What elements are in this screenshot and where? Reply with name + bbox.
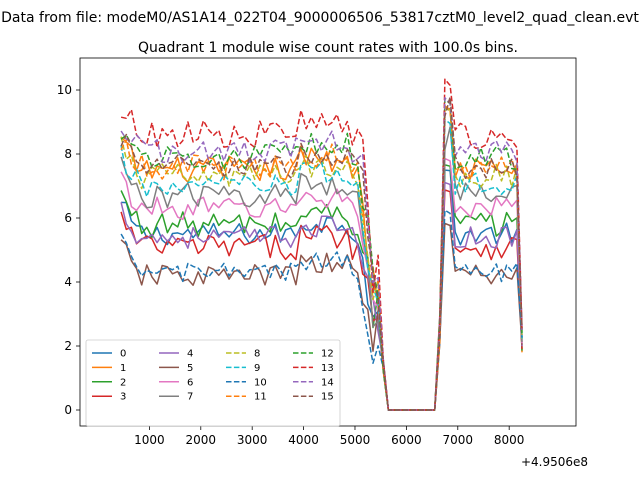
legend-label-15: 15 [321, 392, 334, 403]
x-tick-label: 7000 [443, 433, 474, 447]
series-line-0 [121, 169, 523, 411]
legend-label-1: 1 [120, 363, 126, 374]
y-tick-label: 10 [57, 83, 72, 97]
y-axis: 0 2 4 6 8 10 [57, 83, 80, 417]
legend-label-5: 5 [187, 363, 193, 374]
x-tick-label: 5000 [340, 433, 371, 447]
series-line-4 [120, 181, 523, 411]
y-tick-label: 8 [64, 147, 72, 161]
series-line-13 [120, 78, 523, 411]
series-line-15 [120, 96, 523, 411]
legend-label-14: 14 [321, 377, 334, 388]
legend-label-13: 13 [321, 363, 334, 374]
legend-label-0: 0 [120, 349, 126, 360]
x-tick-label: 3000 [237, 433, 268, 447]
legend-label-11: 11 [254, 392, 267, 403]
x-tick-label: 4000 [288, 433, 319, 447]
plot-area [79, 57, 577, 427]
chart-title: Quadrant 1 module wise count rates with … [138, 40, 518, 56]
x-tick-label: 8000 [494, 433, 525, 447]
series-line-12 [120, 98, 523, 411]
x-axis: 1000 2000 3000 4000 5000 6000 7000 8000 [134, 426, 524, 447]
y-tick-label: 4 [64, 275, 72, 289]
legend-label-3: 3 [120, 392, 126, 403]
series-line-10 [120, 209, 523, 411]
x-tick-label: 1000 [134, 433, 165, 447]
series-line-5 [120, 222, 523, 411]
legend-label-8: 8 [254, 349, 260, 360]
legend-label-12: 12 [321, 349, 334, 360]
x-axis-offset-label: +4.9506e8 [521, 455, 588, 469]
legend-label-4: 4 [187, 349, 193, 360]
y-tick-label: 2 [64, 339, 72, 353]
x-tick-label: 6000 [391, 433, 422, 447]
legend-label-7: 7 [187, 392, 193, 403]
y-tick-label: 6 [64, 211, 72, 225]
legend-label-6: 6 [187, 377, 193, 388]
series-line-2 [120, 164, 523, 411]
x-tick-label: 2000 [186, 433, 217, 447]
series-line-3 [120, 189, 523, 411]
legend-label-10: 10 [254, 377, 267, 388]
legend-box [85, 339, 341, 427]
legend-label-9: 9 [254, 363, 260, 374]
legend-label-2: 2 [120, 377, 126, 388]
y-tick-label: 0 [64, 403, 72, 417]
figure-suptitle: Data from file: modeM0/AS1A14_022T04_900… [1, 10, 639, 26]
series-line-6 [120, 157, 523, 411]
